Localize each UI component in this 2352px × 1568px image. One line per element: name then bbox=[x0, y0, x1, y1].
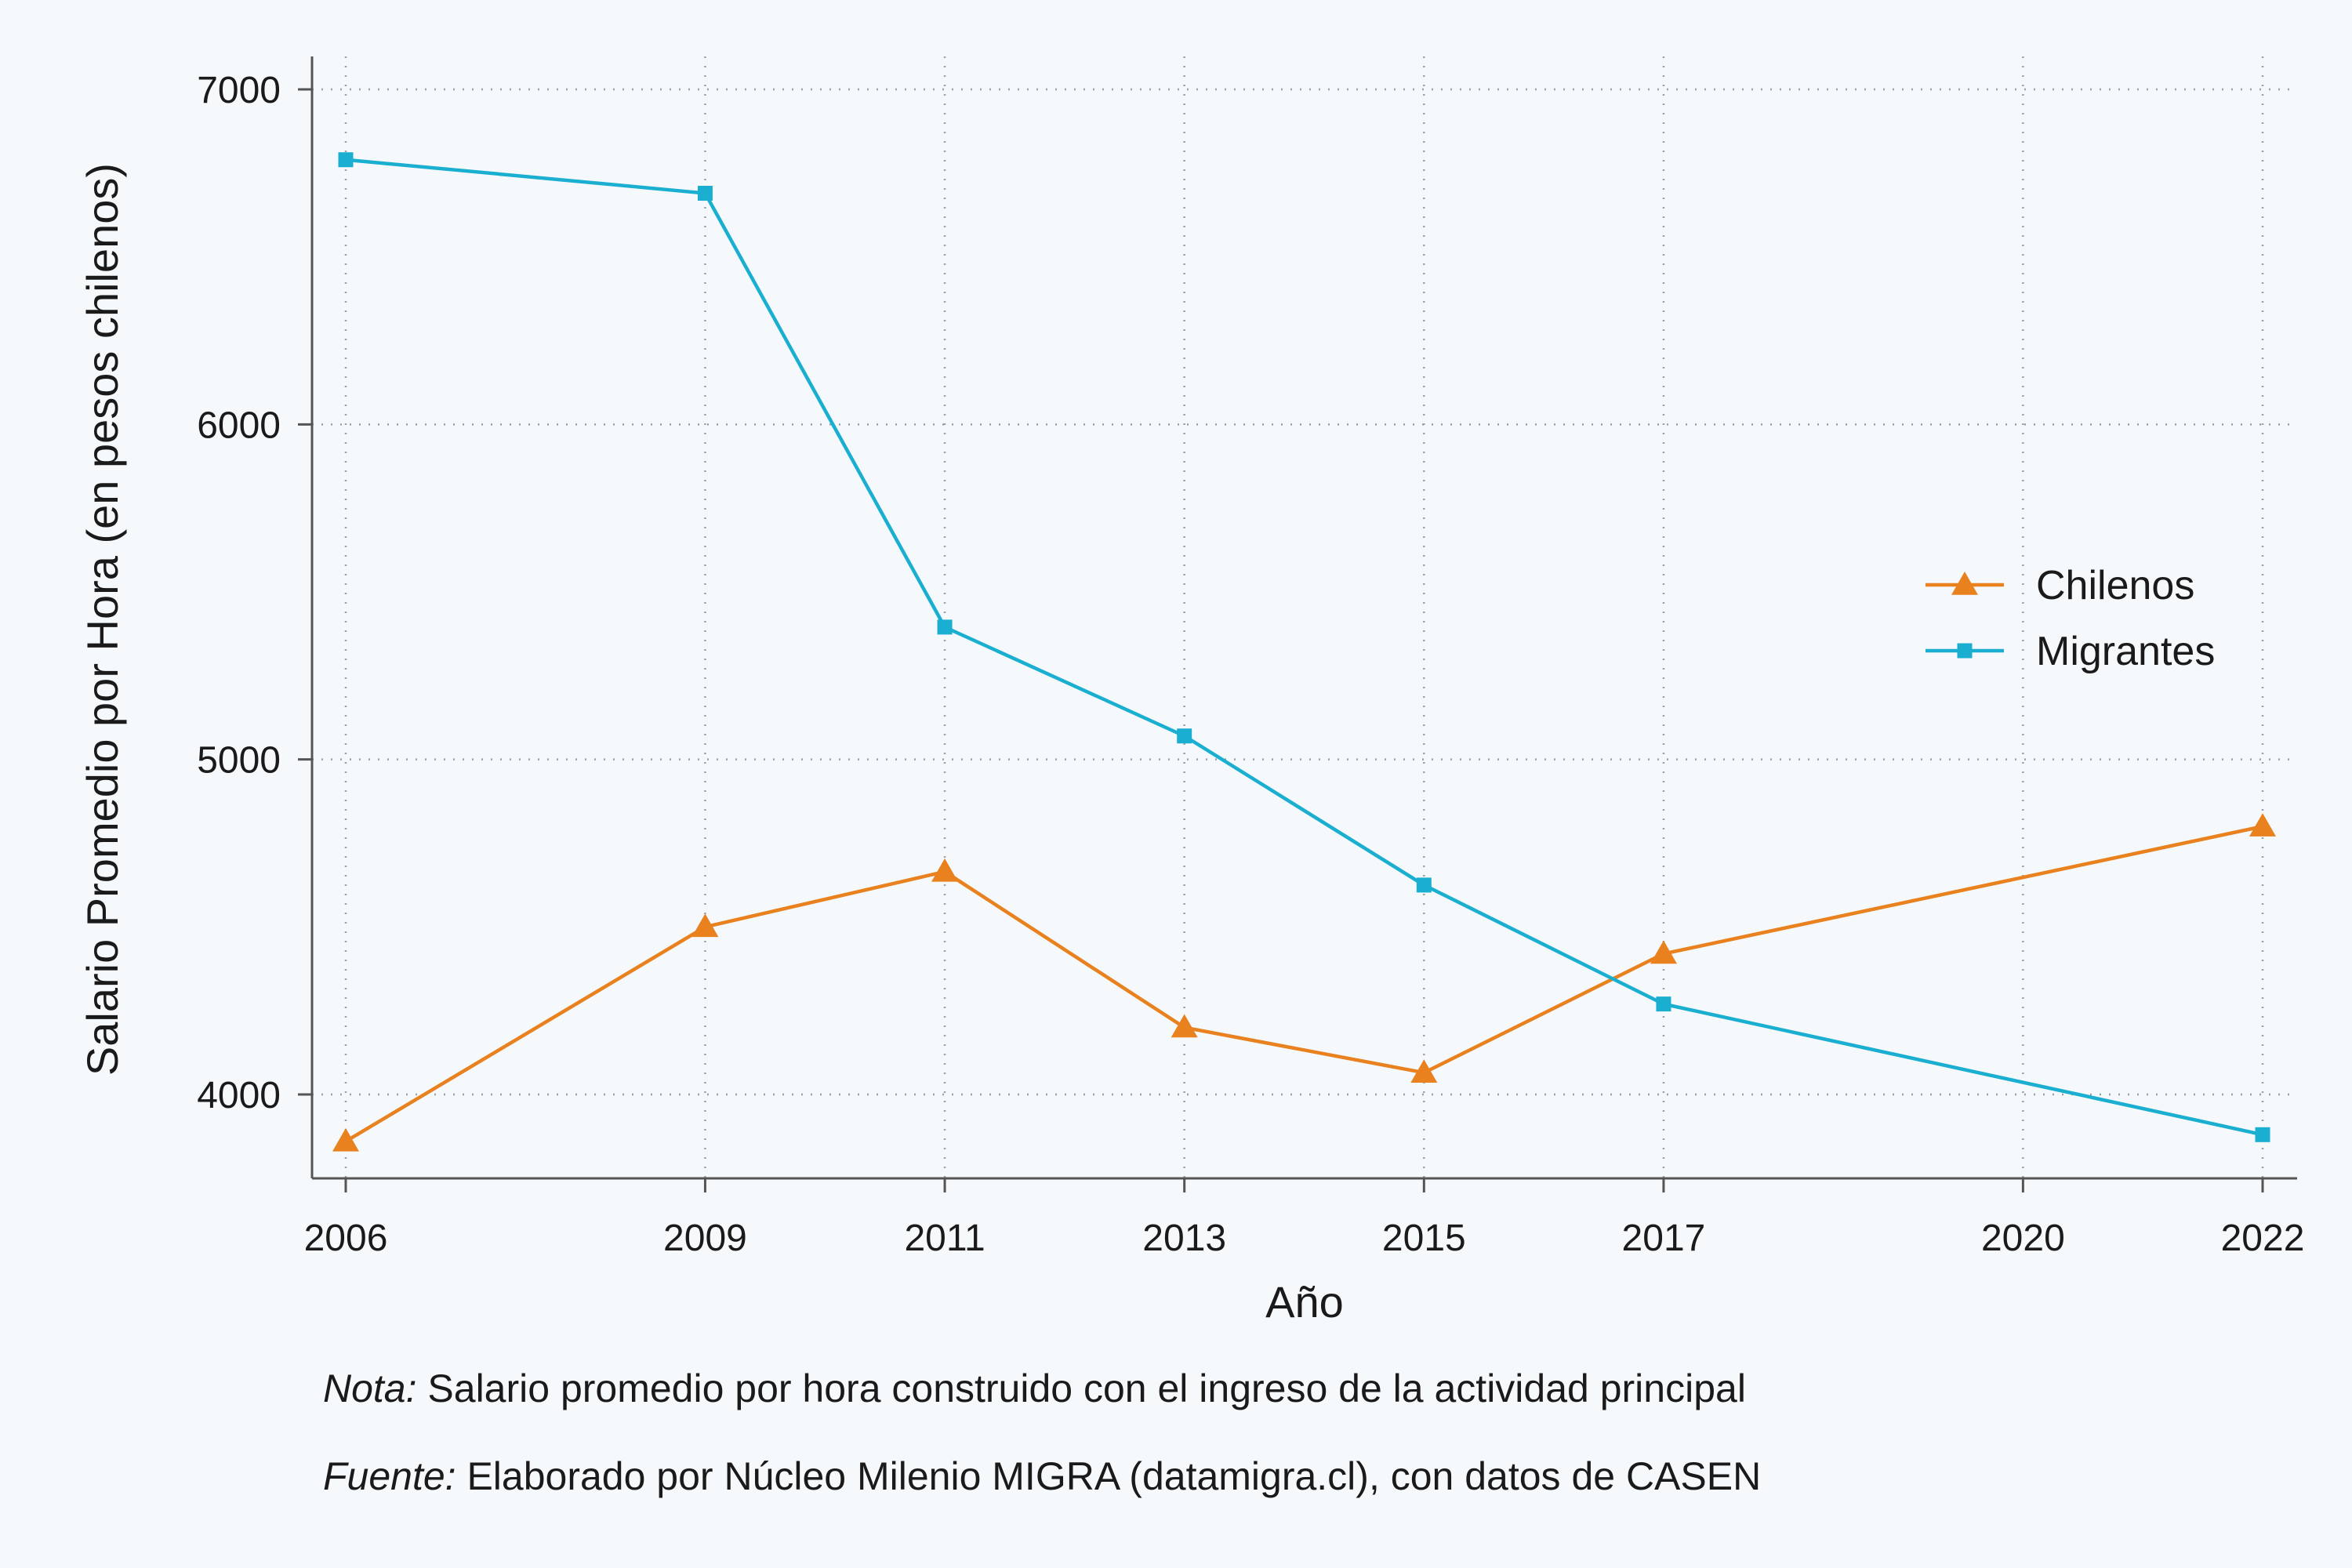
series-chilenos bbox=[332, 813, 2276, 1152]
legend-marker-migrantes bbox=[1957, 643, 1973, 659]
axes bbox=[298, 56, 2297, 1192]
legend-label-chilenos: Chilenos bbox=[2036, 563, 2194, 608]
x-tick-label: 2013 bbox=[1142, 1218, 1226, 1259]
source-line: Fuente: Elaborado por Núcleo Milenio MIG… bbox=[323, 1454, 1761, 1498]
point-migrantes bbox=[1416, 877, 1432, 893]
y-tick-label: 4000 bbox=[197, 1075, 281, 1116]
line-migrantes bbox=[345, 158, 2263, 1137]
point-chilenos bbox=[332, 1127, 359, 1152]
y-tick-label: 5000 bbox=[197, 740, 281, 782]
source-lead: Fuente: bbox=[323, 1454, 456, 1498]
point-migrantes bbox=[1177, 728, 1192, 744]
series bbox=[332, 152, 2276, 1152]
note-lead: Nota: bbox=[323, 1367, 417, 1410]
x-tick-label: 2020 bbox=[1981, 1218, 2065, 1259]
y-tick-label: 7000 bbox=[197, 70, 281, 111]
point-chilenos bbox=[1650, 940, 1677, 964]
x-tick-label: 2009 bbox=[663, 1218, 747, 1259]
point-chilenos bbox=[691, 913, 719, 938]
x-tick-label: 2022 bbox=[2221, 1218, 2305, 1259]
series-migrantes bbox=[338, 152, 2270, 1142]
tick-labels: 2006 2009 2011 2013 2015 2017 2020 2022 4000 5000… bbox=[197, 70, 2304, 1259]
point-chilenos bbox=[1410, 1059, 1438, 1083]
legend-item-chilenos: Chilenos bbox=[1926, 563, 2194, 608]
source-text: Elaborado por Núcleo Milenio MIGRA (data… bbox=[456, 1454, 1762, 1498]
legend-marker-chilenos bbox=[1951, 572, 1978, 595]
y-axis-title: Salario Promedio por Hora (en pesos chil… bbox=[78, 163, 127, 1076]
point-migrantes bbox=[697, 185, 713, 201]
legend-label-migrantes: Migrantes bbox=[2036, 629, 2215, 674]
x-tick-label: 2011 bbox=[904, 1218, 985, 1259]
point-migrantes bbox=[937, 619, 953, 635]
point-chilenos bbox=[2249, 813, 2276, 837]
point-chilenos bbox=[931, 858, 959, 882]
x-tick-label: 2006 bbox=[304, 1218, 388, 1259]
note-line: Nota: Salario promedio por hora construi… bbox=[323, 1367, 1746, 1410]
x-tick-label: 2015 bbox=[1382, 1218, 1466, 1259]
point-migrantes bbox=[2255, 1127, 2270, 1142]
point-chilenos bbox=[1171, 1014, 1198, 1038]
point-migrantes bbox=[338, 152, 354, 168]
grid bbox=[312, 56, 2297, 1178]
x-tick-label: 2017 bbox=[1622, 1218, 1706, 1259]
note-text: Salario promedio por hora construido con… bbox=[417, 1367, 1746, 1410]
legend: Chilenos Migrantes bbox=[1926, 563, 2215, 674]
legend-item-migrantes: Migrantes bbox=[1926, 629, 2215, 674]
point-migrantes bbox=[1656, 996, 1671, 1012]
x-axis-title: Año bbox=[1265, 1277, 1344, 1327]
y-tick-label: 6000 bbox=[197, 405, 281, 446]
